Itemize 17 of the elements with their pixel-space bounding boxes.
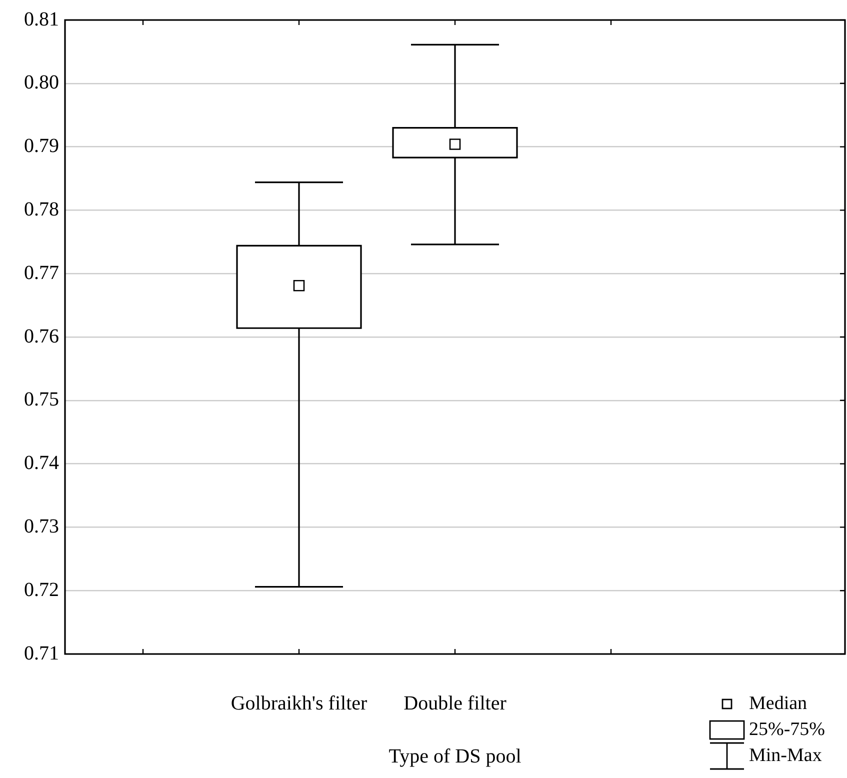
y-tick-label: 0.71: [24, 642, 59, 664]
y-tick-label: 0.79: [24, 135, 59, 158]
y-tick-label: 0.78: [24, 198, 59, 220]
x-tick-label: Double filter: [404, 692, 507, 714]
y-tick-label: 0.73: [24, 515, 59, 538]
text: 25%-75%: [749, 719, 825, 741]
y-tick-label: 0.75: [24, 388, 59, 411]
y-tick-label: 0.76: [24, 325, 59, 348]
x-axis-title: Type of DS pool: [388, 745, 522, 768]
y-tick-label: 0.80: [24, 72, 59, 94]
text: Median: [749, 693, 808, 715]
x-tick-label: Golbraikh's filter: [230, 692, 368, 714]
y-tick-label: 0.74: [24, 452, 59, 474]
y-tick-label: 0.77: [24, 262, 59, 284]
text: Min-Max: [749, 745, 822, 767]
y-tick-label: 0.72: [24, 578, 59, 601]
y-tick-label: 0.81: [24, 8, 59, 30]
